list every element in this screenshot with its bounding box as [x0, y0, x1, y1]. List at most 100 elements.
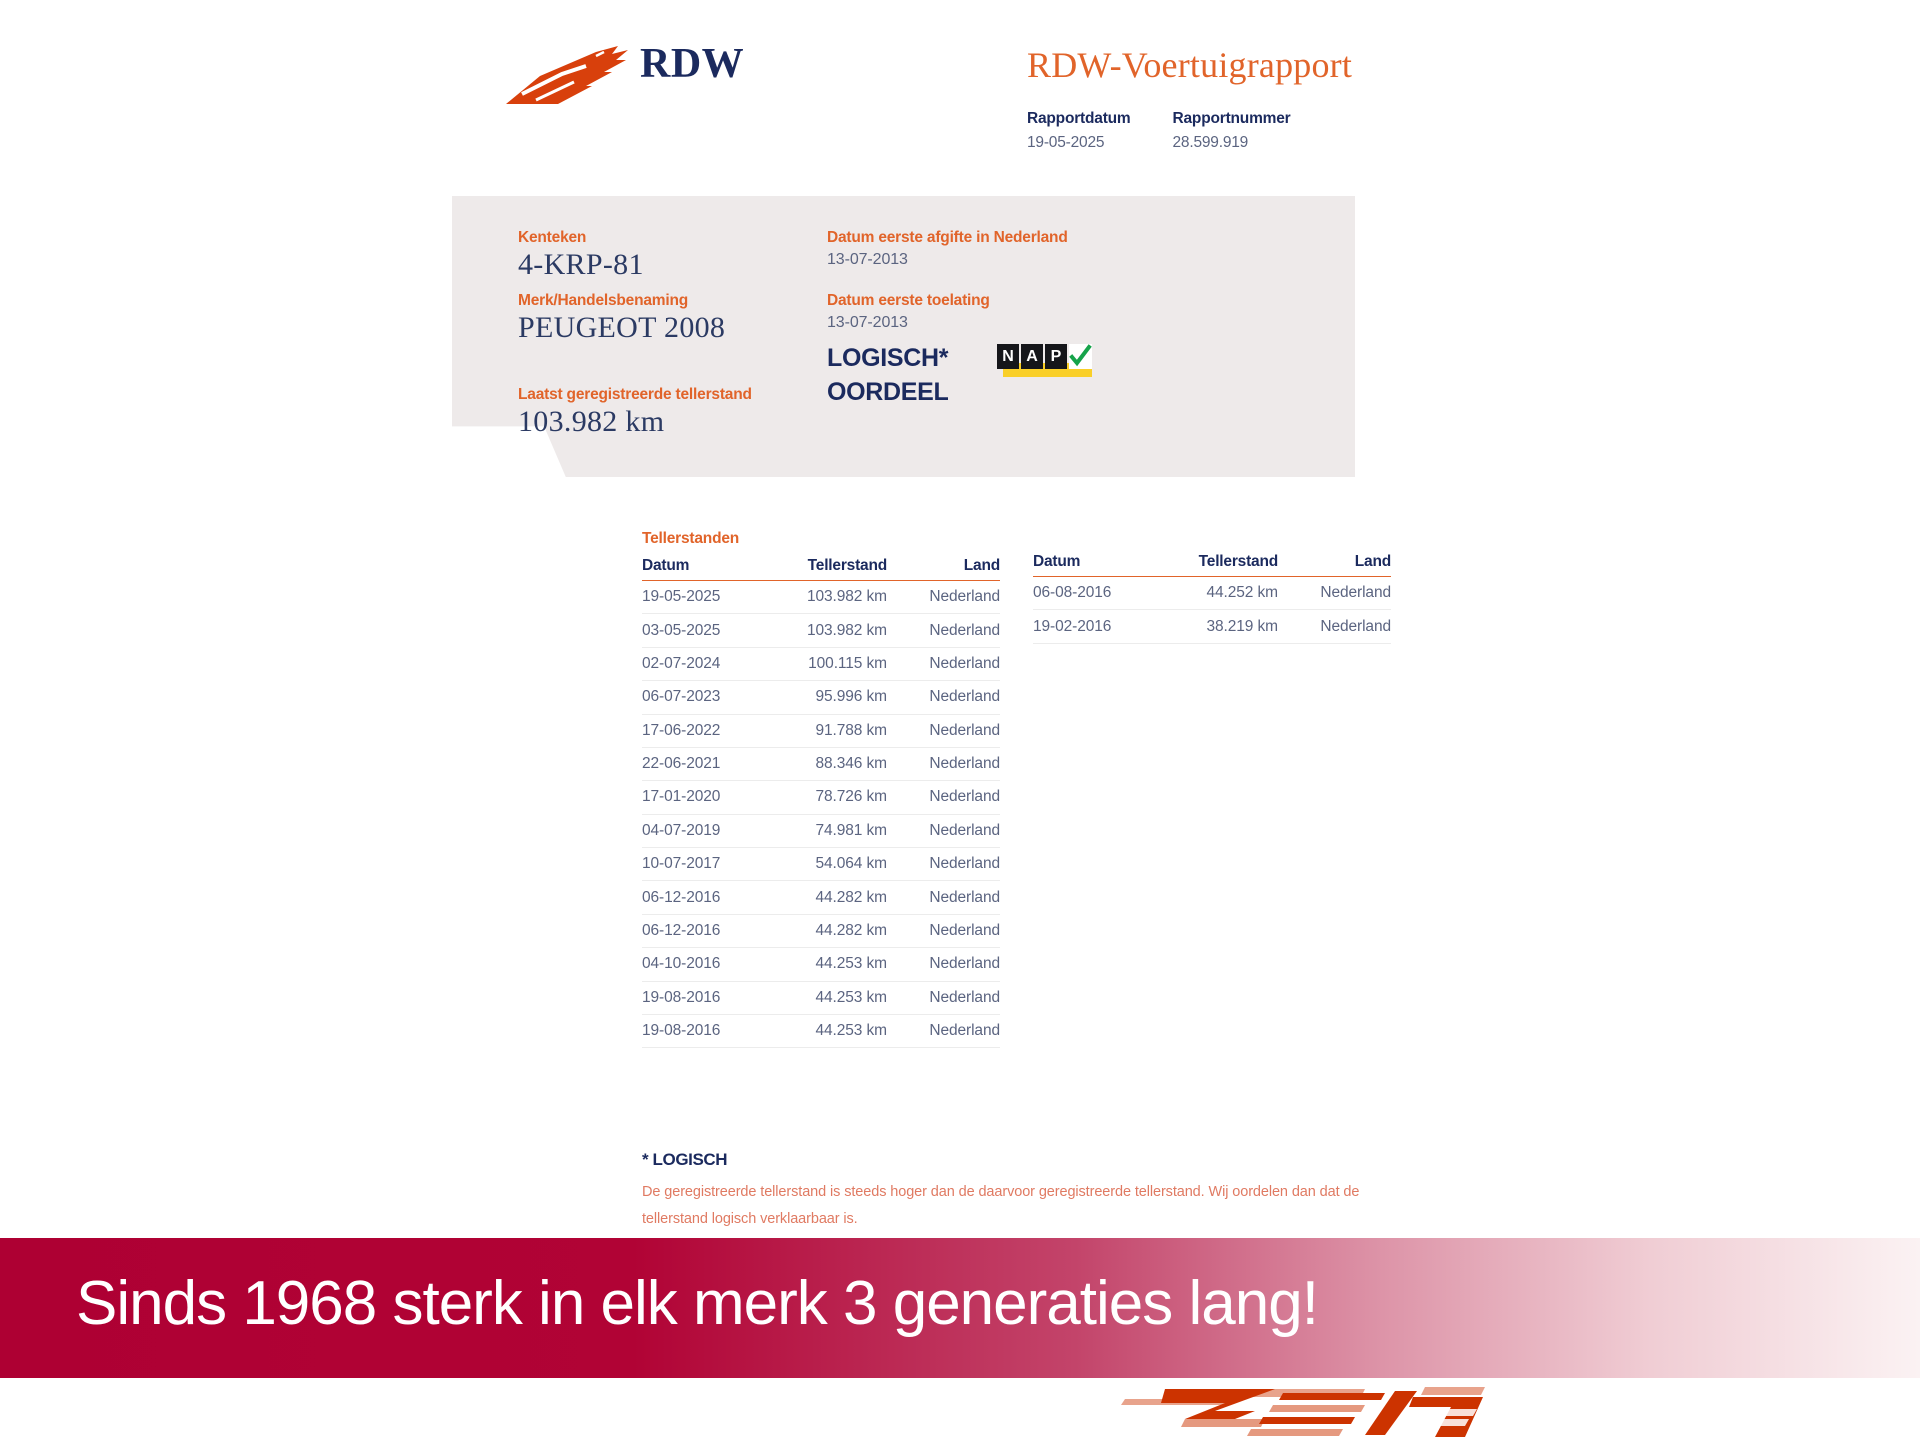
verdict-text: LOGISCH* OORDEEL: [827, 341, 949, 409]
rdw-swoosh-logo-icon: [500, 38, 640, 110]
nap-badge: N A P: [997, 344, 1092, 377]
promo-banner: Sinds 1968 sterk in elk merk 3 generatie…: [0, 1238, 1920, 1378]
cell-land: Nederland: [895, 613, 1000, 648]
cell-datum: 19-02-2016: [1033, 609, 1163, 644]
table-row: 02-07-2024 100.115 km Nederland: [642, 647, 1000, 682]
logisch-footnote: * LOGISCH De geregistreerde tellerstand …: [642, 1150, 1402, 1233]
cell-land: Nederland: [1286, 609, 1391, 644]
cell-tellerstand: 44.282 km: [772, 880, 895, 915]
odometer-table-left-grid: Datum Tellerstand Land 19-05-2025 103.982…: [642, 557, 1000, 1049]
report-date-value: 19-05-2025: [1027, 134, 1105, 151]
odometer-table-right-grid: Datum Tellerstand Land 06-08-2016 44.252 …: [1033, 553, 1391, 644]
afgifte-label: Datum eerste afgifte in Nederland: [827, 229, 1068, 246]
kenteken-value: 4-KRP-81: [518, 248, 644, 281]
odometer-table-right-body: 06-08-2016 44.252 km Nederland 19-02-2016 38…: [1033, 576, 1391, 644]
table-row: 04-10-2016 44.253 km Nederland: [642, 947, 1000, 982]
cell-tellerstand: 78.726 km: [772, 780, 895, 815]
report-date-label: Rapportdatum: [1027, 110, 1131, 127]
cell-tellerstand: 103.982 km: [772, 580, 895, 615]
afgifte-value: 13-07-2013: [827, 251, 908, 268]
cell-datum: 06-12-2016: [642, 914, 772, 949]
cell-land: Nederland: [895, 714, 1000, 748]
cell-datum: 19-08-2016: [642, 981, 772, 1015]
table-row: 19-08-2016 44.253 km Nederland: [642, 981, 1000, 1015]
cell-datum: 19-08-2016: [642, 1014, 772, 1049]
table-row: 19-05-2025 103.982 km Nederland: [642, 580, 1000, 615]
cell-tellerstand: 44.253 km: [772, 981, 895, 1015]
toelating-label: Datum eerste toelating: [827, 292, 990, 309]
cell-datum: 17-01-2020: [642, 780, 772, 815]
nap-letter-n: N: [997, 344, 1019, 369]
cell-datum: 06-12-2016: [642, 880, 772, 915]
nap-letter-p: P: [1045, 344, 1067, 369]
report-date-block: Rapportdatum 19-05-2025: [1027, 110, 1131, 152]
footnote-heading: * LOGISCH: [642, 1150, 728, 1169]
cell-tellerstand: 88.346 km: [772, 747, 895, 782]
cell-datum: 19-05-2025: [642, 580, 772, 615]
cell-tellerstand: 91.788 km: [772, 714, 895, 748]
cell-land: Nederland: [895, 814, 1000, 849]
col-land: Land: [1286, 553, 1391, 577]
odometer-table-left: Tellerstanden Datum Tellerstand Land 19-…: [642, 530, 1000, 1049]
table-row: 10-07-2017 54.064 km Nederland: [642, 847, 1000, 882]
cell-tellerstand: 38.219 km: [1163, 609, 1286, 644]
cell-datum: 03-05-2025: [642, 613, 772, 648]
cell-tellerstand: 44.282 km: [772, 914, 895, 949]
cell-land: Nederland: [1286, 576, 1391, 611]
cell-datum: 10-07-2017: [642, 847, 772, 882]
cell-datum: 02-07-2024: [642, 647, 772, 682]
cell-datum: 06-08-2016: [1033, 576, 1163, 611]
footnote-text: De geregistreerde tellerstand is steeds …: [642, 1184, 1360, 1227]
cell-land: Nederland: [895, 580, 1000, 615]
cell-land: Nederland: [895, 747, 1000, 782]
cell-datum: 22-06-2021: [642, 747, 772, 782]
table-row: 04-07-2019 74.981 km Nederland: [642, 814, 1000, 849]
table-header-row: Datum Tellerstand Land: [642, 557, 1000, 581]
kenteken-label: Kenteken: [518, 229, 587, 246]
cell-land: Nederland: [895, 981, 1000, 1015]
cell-tellerstand: 103.982 km: [772, 613, 895, 648]
cell-datum: 06-07-2023: [642, 680, 772, 715]
col-tellerstand: Tellerstand: [1163, 553, 1286, 577]
odometer-table-right: Datum Tellerstand Land 06-08-2016 44.252 …: [1033, 553, 1391, 644]
table-header-row: Datum Tellerstand Land: [1033, 553, 1391, 577]
table-row: 06-07-2023 95.996 km Nederland: [642, 680, 1000, 715]
cell-tellerstand: 44.252 km: [1163, 576, 1286, 611]
cell-tellerstand: 44.253 km: [772, 1014, 895, 1049]
col-land: Land: [895, 557, 1000, 581]
table-row: 19-02-2016 38.219 km Nederland: [1033, 609, 1391, 644]
cell-tellerstand: 100.115 km: [772, 647, 895, 682]
cell-land: Nederland: [895, 914, 1000, 949]
report-meta: Rapportdatum 19-05-2025 Rapportnummer 28…: [1027, 110, 1291, 152]
cell-datum: 17-06-2022: [642, 714, 772, 748]
table-row: 22-06-2021 88.346 km Nederland: [642, 747, 1000, 782]
verdict-line-1: LOGISCH*: [827, 344, 949, 372]
cell-datum: 04-07-2019: [642, 814, 772, 849]
report-number-value: 28.599.919: [1172, 134, 1249, 151]
cell-tellerstand: 74.981 km: [772, 814, 895, 849]
table-row: 03-05-2025 103.982 km Nederland: [642, 613, 1000, 648]
brand-title: RDW: [640, 41, 745, 87]
toelating-value: 13-07-2013: [827, 314, 908, 331]
col-datum: Datum: [1033, 553, 1163, 577]
dealer-speed-stripes-logo-icon: [1065, 1385, 1485, 1440]
report-number-label: Rapportnummer: [1172, 110, 1291, 127]
odometer-table-left-body: 19-05-2025 103.982 km Nederland 03-05-2025 1…: [642, 580, 1000, 1049]
cell-tellerstand: 54.064 km: [772, 847, 895, 882]
cell-land: Nederland: [895, 847, 1000, 882]
table-row: 17-06-2022 91.788 km Nederland: [642, 714, 1000, 748]
table-caption: Tellerstanden: [642, 530, 740, 547]
cell-land: Nederland: [895, 780, 1000, 815]
table-row: 06-12-2016 44.282 km Nederland: [642, 914, 1000, 949]
cell-land: Nederland: [895, 647, 1000, 682]
table-row: 06-08-2016 44.252 km Nederland: [1033, 576, 1391, 611]
cell-land: Nederland: [895, 680, 1000, 715]
verdict-line-2: OORDEEL: [827, 378, 949, 406]
cell-datum: 04-10-2016: [642, 947, 772, 982]
tellerstand-value: 103.982 km: [518, 405, 665, 438]
report-title: RDW-Voertuigrapport: [1027, 45, 1353, 85]
merk-label: Merk/Handelsbenaming: [518, 292, 688, 309]
table-row: 06-12-2016 44.282 km Nederland: [642, 880, 1000, 915]
cell-land: Nederland: [895, 880, 1000, 915]
